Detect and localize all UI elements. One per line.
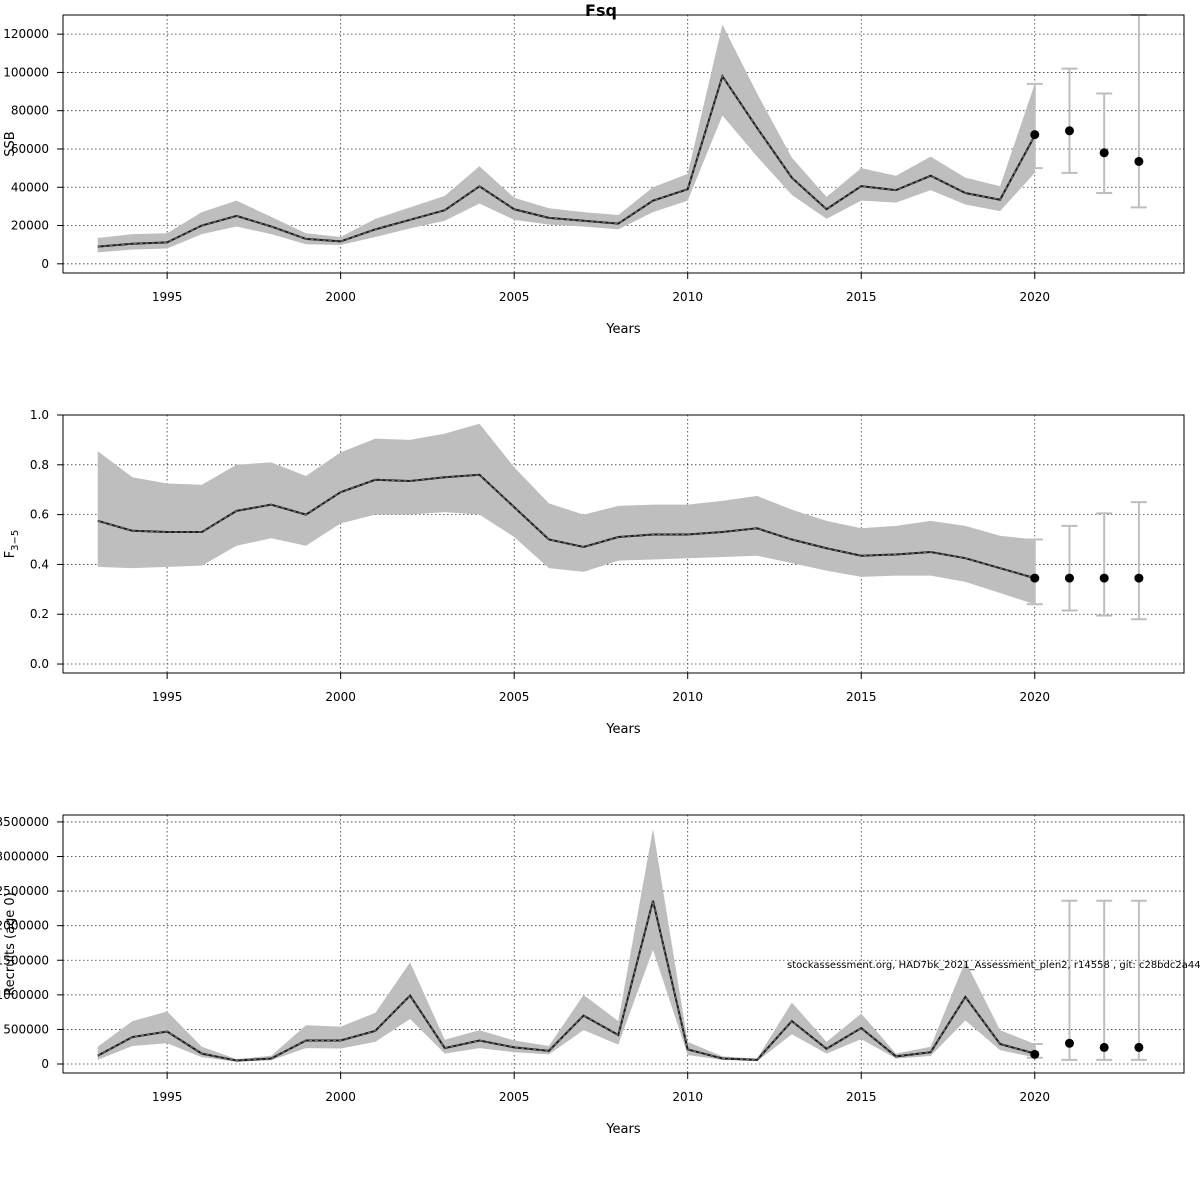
- x-tick-label: 2015: [846, 290, 877, 304]
- x-tick-label: 2010: [672, 690, 703, 704]
- f-forecast-point: [1064, 573, 1074, 583]
- y-tick-label: 0.2: [30, 607, 49, 621]
- x-tick-label: 2010: [672, 290, 703, 304]
- y-axis-title: SSB: [3, 131, 18, 156]
- recruits-forecast-point: [1064, 1038, 1074, 1048]
- x-tick-label: 1995: [152, 690, 183, 704]
- x-tick-label: 2020: [1019, 290, 1050, 304]
- y-tick-label: 500000: [3, 1022, 49, 1036]
- y-tick-label: 100000: [3, 65, 49, 79]
- y-tick-label: 3000000: [0, 850, 49, 864]
- f-forecast-point: [1030, 573, 1040, 583]
- y-tick-label: 0.8: [30, 458, 49, 472]
- y-tick-label: 0: [41, 1057, 49, 1071]
- y-tick-label: 80000: [11, 104, 49, 118]
- x-tick-label: 2020: [1019, 1090, 1050, 1104]
- x-tick-label: 2000: [325, 1090, 356, 1104]
- recruits-plot-frame: [62, 814, 1185, 1074]
- y-tick-label: 0.0: [30, 657, 49, 671]
- y-tick-label: 3500000: [0, 815, 49, 829]
- y-tick-label: 0: [41, 257, 49, 271]
- recruits-forecast-point: [1030, 1049, 1040, 1059]
- x-tick-label: 2005: [499, 690, 530, 704]
- ssb-confidence-band: [97, 24, 1035, 253]
- f-confidence-band: [97, 423, 1035, 605]
- y-tick-label: 2500000: [0, 884, 49, 898]
- y-tick-label: 0.6: [30, 508, 49, 522]
- ssb-estimate-dash: [97, 75, 1036, 248]
- f-plot-frame: [62, 414, 1185, 674]
- x-tick-label: 2020: [1019, 690, 1050, 704]
- y-tick-label: 1500000: [0, 953, 49, 967]
- recruits-forecast-point: [1099, 1042, 1109, 1052]
- x-axis-title: Years: [605, 722, 641, 737]
- footnote-text: stockassessment.org, HAD7bk_2021_Assessm…: [787, 960, 1200, 971]
- x-tick-label: 2015: [846, 690, 877, 704]
- f-estimate-dash: [97, 474, 1035, 579]
- ssb-forecast-point: [1064, 126, 1074, 136]
- ssb-plot-frame: [62, 14, 1185, 274]
- x-tick-label: 2015: [846, 1090, 877, 1104]
- recruits-forecast-point: [1134, 1042, 1144, 1052]
- x-tick-label: 2000: [325, 690, 356, 704]
- x-tick-label: 2005: [499, 1090, 530, 1104]
- f-forecast-point: [1099, 573, 1109, 583]
- chart-title: Fsq: [585, 1, 617, 20]
- ssb-forecast-point: [1099, 148, 1109, 158]
- y-tick-label: 0.4: [30, 557, 49, 571]
- ssb-forecast-point: [1134, 156, 1144, 166]
- recruits-confidence-band: [97, 828, 1035, 1062]
- x-tick-label: 1995: [152, 290, 183, 304]
- x-axis-title: Years: [605, 322, 641, 337]
- x-tick-label: 2010: [672, 1090, 703, 1104]
- f-forecast-point: [1134, 573, 1144, 583]
- x-tick-label: 2000: [325, 290, 356, 304]
- ssb-forecast-point: [1030, 130, 1040, 140]
- x-tick-label: 2005: [499, 290, 530, 304]
- x-tick-label: 1995: [152, 1090, 183, 1104]
- y-tick-label: 60000: [11, 142, 49, 156]
- y-tick-label: 40000: [11, 180, 49, 194]
- y-axis-title: F3−5: [3, 530, 21, 559]
- y-tick-label: 2000000: [0, 919, 49, 933]
- recruits-estimate-dash: [97, 900, 1035, 1062]
- y-tick-label: 120000: [3, 27, 49, 41]
- y-tick-label: 1000000: [0, 988, 49, 1002]
- y-tick-label: 20000: [11, 219, 49, 233]
- x-axis-title: Years: [605, 1122, 641, 1137]
- y-tick-label: 1.0: [30, 408, 49, 422]
- y-axis-title: Recruits (age 0): [3, 892, 18, 996]
